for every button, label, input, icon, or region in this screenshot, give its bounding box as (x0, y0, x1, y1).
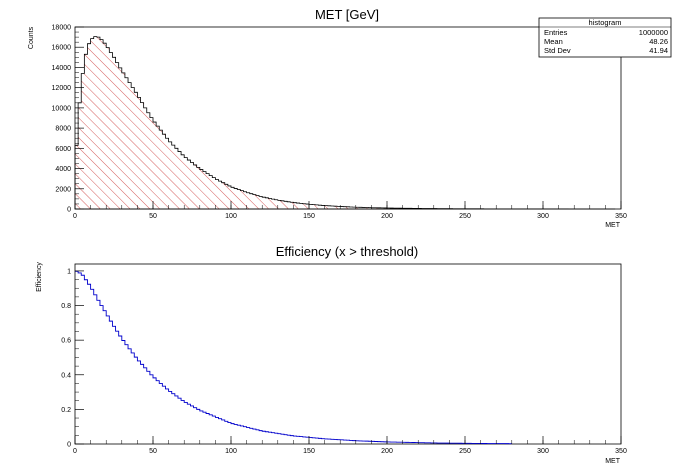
y-tick-label: 16000 (52, 45, 72, 52)
x-tick-label: 350 (615, 448, 627, 455)
stats-mean-label: Mean (544, 37, 563, 46)
y-tick-label: 1 (67, 268, 71, 275)
x-tick-label: 50 (149, 213, 157, 220)
chart2-xlabel: MET (605, 458, 621, 465)
stats-entries-label: Entries (544, 28, 568, 37)
y-tick-label: 0 (67, 207, 71, 214)
y-tick-label: 0.2 (61, 407, 71, 414)
y-tick-label: 8000 (55, 126, 71, 133)
x-tick-label: 100 (225, 448, 237, 455)
stats-entries-value: 1000000 (639, 28, 668, 37)
stats-box-title: histogram (589, 18, 622, 27)
x-tick-label: 250 (459, 448, 471, 455)
chart2-axes: 0 50 100 150 200 250 300 350 0 0.2 0.4 0.6 0.8 1 (61, 268, 627, 455)
y-tick-label: 0.4 (61, 372, 71, 379)
efficiency-line (75, 270, 512, 445)
y-tick-label: 0 (67, 442, 71, 449)
stats-box: histogram Entries 1000000 Mean 48.26 Std… (538, 17, 672, 58)
chart1-title: MET [GeV] (315, 7, 379, 22)
chart1-histogram-bins (74, 36, 616, 210)
histogram-outline (74, 36, 616, 210)
chart1-axes: 0 50 100 150 200 250 300 350 0 2000 4000 6000 8000 10… (52, 25, 627, 221)
y-tick-label: 10000 (52, 105, 72, 112)
stats-stddev-value: 41.94 (649, 46, 668, 55)
y-tick-label: 4000 (55, 166, 71, 173)
x-tick-label: 200 (381, 213, 393, 220)
y-tick-label: 18000 (52, 25, 72, 32)
y-tick-label: 14000 (52, 65, 72, 72)
chart2-frame (74, 263, 622, 445)
x-tick-label: 250 (459, 213, 471, 220)
y-tick-label: 12000 (52, 85, 72, 92)
y-tick-label: 6000 (55, 146, 71, 153)
x-tick-label: 200 (381, 448, 393, 455)
met-histogram-chart: MET [GeV] 0 50 100 150 200 250 300 350 0 2000 4000… (28, 7, 672, 229)
chart2-ylabel: Efficiency (36, 262, 43, 292)
chart2-efficiency-step-line (75, 270, 512, 445)
stats-stddev-label: Std Dev (544, 46, 571, 55)
y-tick-label: 0.6 (61, 338, 71, 345)
x-tick-label: 300 (537, 448, 549, 455)
x-tick-label: 350 (615, 213, 627, 220)
x-tick-label: 0 (73, 213, 77, 220)
x-tick-label: 150 (303, 448, 315, 455)
histogram-fill (75, 36, 615, 209)
stats-mean-value: 48.26 (649, 37, 668, 46)
x-tick-label: 0 (73, 448, 77, 455)
x-tick-label: 50 (149, 448, 157, 455)
y-tick-label: 2000 (55, 186, 71, 193)
chart1-xlabel: MET (605, 222, 621, 229)
x-tick-label: 150 (303, 213, 315, 220)
y-tick-label: 0.8 (61, 303, 71, 310)
chart1-ylabel: Counts (28, 26, 35, 49)
chart2-title: Efficiency (x > threshold) (276, 244, 418, 259)
efficiency-chart: Efficiency (x > threshold) 0 50 100 150 200 2… (36, 244, 627, 465)
x-tick-label: 100 (225, 213, 237, 220)
x-tick-label: 300 (537, 213, 549, 220)
